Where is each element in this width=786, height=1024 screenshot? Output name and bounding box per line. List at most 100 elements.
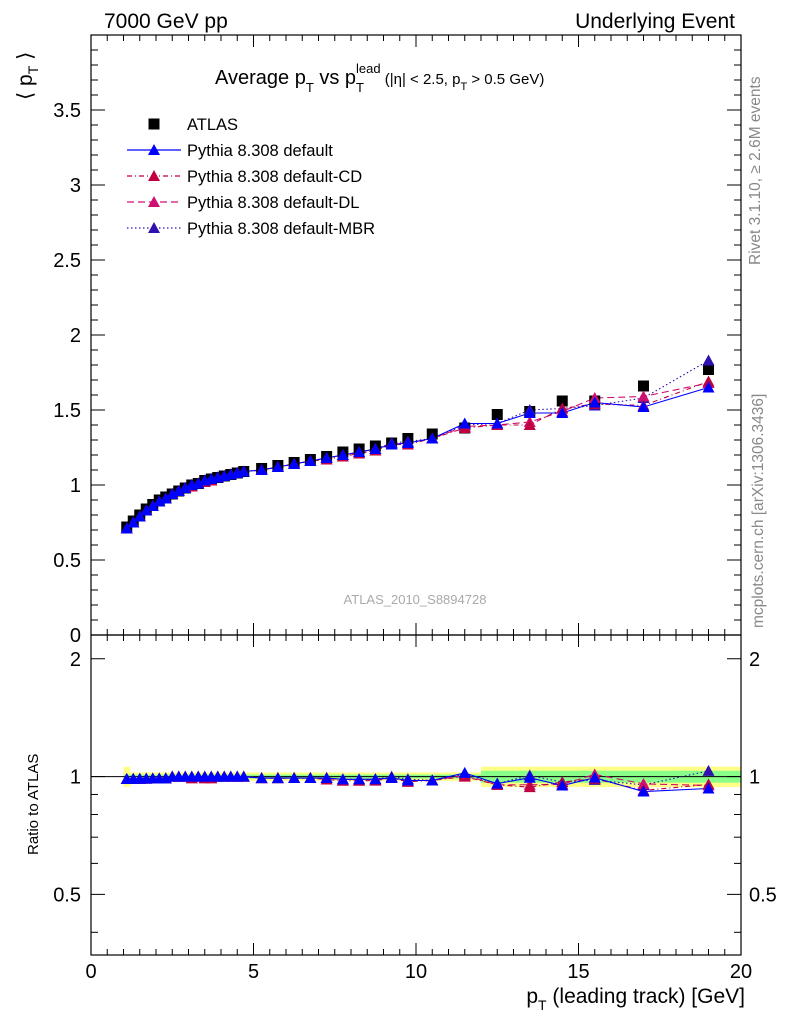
legend-label: Pythia 8.308 default [187,142,333,160]
legend: ATLAS Pythia 8.308 default Pythia 8.308 de… [127,116,375,238]
mc-ratio-point [556,779,569,791]
mc-point [320,452,333,463]
mc-ratio-point [255,772,268,784]
mc-ratio-point [491,777,504,789]
mcplots-label: mcplots.cern.ch [arXiv:1306.3436] [750,394,767,628]
mc-point [556,407,569,418]
mc-point [336,449,349,460]
series-lines [126,360,709,793]
series-line-main [126,386,709,529]
atlas-point [491,409,503,420]
legend-label: Pythia 8.308 default-MBR [187,220,375,238]
legend-marker [148,118,160,130]
y-tick-label: 2.5 [53,250,81,272]
x-tick-label: 10 [405,961,427,983]
mc-ratio-point [304,772,317,784]
mc-ratio-point [271,772,284,784]
mc-point [369,443,382,454]
header-right: Underlying Event [575,10,735,33]
mc-ratio-point [523,781,536,793]
mc-point [133,510,146,522]
analysis-watermark: ATLAS_2010_S8894728 [344,592,487,607]
atlas-point [638,380,649,392]
series-line-main [126,380,709,529]
mc-point [127,516,140,528]
mc-point [120,522,133,534]
mc-point [637,390,650,402]
legend-marker [148,144,160,155]
ratio-tick-label-right: 0.5 [749,884,777,906]
mc-ratio-point [320,772,333,784]
x-tick-label: 15 [567,961,589,983]
mc-point [288,458,301,469]
mc-point [702,354,715,366]
x-axis-label: pT (leading track) [GeV] [526,985,745,1013]
mc-point [523,419,536,430]
atlas-point [703,364,714,375]
mc-ratio-point [237,770,250,782]
mc-point [588,396,601,408]
y-tick-label: 1.5 [53,400,81,422]
y-tick-label: 0 [70,625,81,647]
mc-point [458,417,471,429]
series-line-main [126,360,709,529]
mc-point [179,482,192,493]
legend-marker [148,170,160,181]
mc-ratio-point [523,771,536,783]
mc-point [401,437,414,448]
mc-ratio-point [401,774,414,786]
mc-point [426,432,439,444]
mc-ratio-point [288,772,301,784]
legend-label: Pythia 8.308 default-CD [187,168,362,186]
series-markers [120,354,715,797]
mc-point [271,461,284,472]
y-tick-label: 0.5 [53,550,81,572]
y-tick-label: 1 [70,475,81,497]
mc-ratio-point [369,773,382,785]
ratio-tick-label: 1 [70,767,81,789]
mc-point [491,417,504,429]
mc-point [237,465,250,477]
mc-point [304,455,317,466]
x-tick-label: 20 [730,961,752,983]
plot-title: Average pT vs pTlead (|η| < 2.5, pT > 0.… [215,61,544,95]
mc-point [159,492,172,504]
x-tick-label: 0 [85,961,96,983]
mc-point [153,495,166,507]
mc-point [702,381,715,393]
mc-point [702,375,715,387]
mc-point [166,488,179,499]
mc-ratio-point [426,774,439,786]
mc-point [255,464,268,475]
mc-point [523,407,536,418]
mc-ratio-point [637,777,650,789]
y-axis-label-top: ⟨ pT ⟩ [14,52,41,100]
mc-ratio-point [588,771,601,783]
mc-ratio-point [353,773,366,785]
mc-ratio-point [702,782,715,794]
mc-point [385,438,398,450]
legend-label: Pythia 8.308 default-DL [187,194,359,212]
legend-label: ATLAS [187,116,238,134]
mc-point [637,401,650,412]
mc-ratio-point [385,771,398,783]
mc-point [140,504,153,516]
rivet-label: Rivet 3.1.10, ≥ 2.6M events [747,76,764,265]
mc-point [192,477,205,489]
mc-ratio-point [458,766,471,778]
x-tick-label: 5 [248,961,259,983]
mc-point [172,485,185,496]
axis-ticks: 0 5 10 15 20 0 0.5 1 1.5 2 2.5 3 3.5 0.5 0.5 1 1 2 2 [53,35,777,983]
ratio-tick-label: 2 [70,649,81,671]
y-tick-label: 3.5 [53,100,81,122]
ratio-tick-label-right: 1 [749,767,760,789]
mc-ratio-point [702,764,715,776]
ratio-tick-label-right: 2 [749,649,760,671]
header-left: 7000 GeV pp [104,10,228,33]
y-axis-label-ratio: Ratio to ATLAS [25,754,42,855]
mc-point [146,500,159,511]
mc-ratio-point [637,785,650,797]
y-tick-label: 2 [70,325,81,347]
ratio-tick-label: 0.5 [53,884,81,906]
